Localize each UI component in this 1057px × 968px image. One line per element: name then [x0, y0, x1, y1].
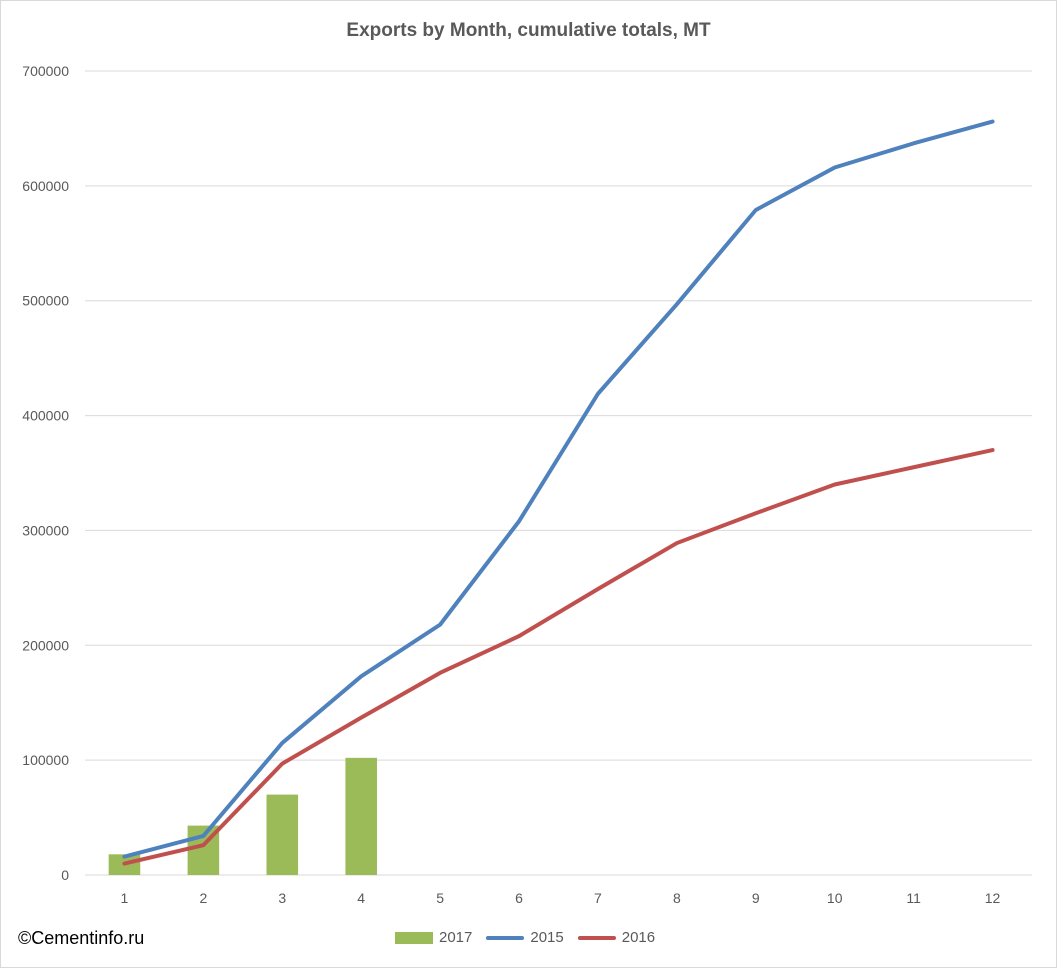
legend-swatch-2016	[577, 935, 616, 940]
bar-2017-3	[266, 794, 299, 875]
source-credit: ©Cementinfo.ru	[18, 928, 145, 948]
legend-item-2017: 2017	[395, 929, 472, 946]
legend-swatch-2017	[395, 931, 433, 944]
chart-legend: 2017 2015 2016	[395, 929, 669, 946]
x-tick-label: 3	[278, 890, 286, 906]
x-tick-label: 8	[673, 890, 681, 906]
y-tick-label: 100000	[22, 752, 69, 768]
x-tick-label: 4	[357, 890, 365, 906]
legend-item-2015: 2015	[486, 929, 564, 946]
y-tick-label: 300000	[22, 522, 69, 538]
legend-label-2016: 2016	[621, 929, 656, 946]
line-series-2016	[122, 448, 995, 866]
bar-2017-4	[345, 757, 377, 875]
legend-label-2015: 2015	[530, 929, 564, 946]
x-tick-label: 6	[515, 890, 523, 906]
legend-swatch-2015	[486, 935, 525, 940]
y-tick-label: 600000	[22, 178, 69, 194]
x-tick-label: 5	[436, 890, 444, 906]
y-tick-label: 500000	[22, 293, 69, 309]
y-tick-label: 700000	[22, 63, 69, 79]
x-tick-label: 1	[121, 890, 129, 906]
x-tick-label: 2	[199, 890, 207, 906]
y-tick-label: 200000	[22, 637, 69, 653]
legend-item-2016: 2016	[577, 929, 656, 946]
x-tick-label: 10	[827, 890, 843, 906]
x-tick-label: 11	[906, 890, 921, 906]
legend-label-2017: 2017	[439, 929, 473, 946]
chart-title: Exports by Month, cumulative totals, MT	[346, 20, 711, 41]
x-tick-label: 7	[594, 890, 602, 906]
y-tick-label: 400000	[22, 408, 69, 424]
x-tick-label: 9	[752, 890, 760, 906]
line-series-2015	[122, 119, 995, 859]
x-tick-label: 12	[985, 890, 1001, 906]
y-tick-label: 0	[61, 867, 69, 883]
